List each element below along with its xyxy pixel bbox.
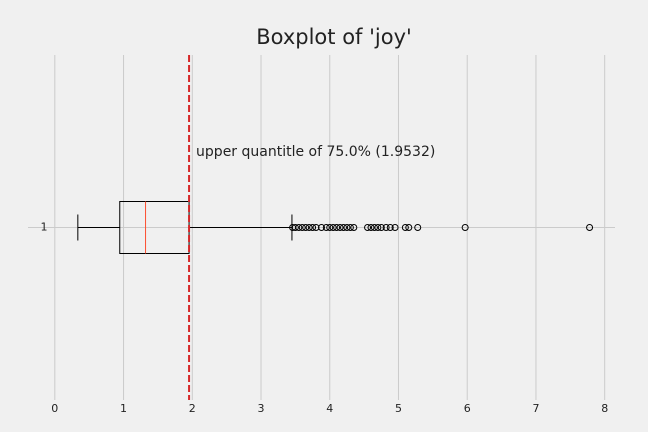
flier [391,224,399,231]
x-tick-label: 0 [51,402,58,415]
flier [377,224,385,231]
flier [291,224,299,231]
flier [350,224,358,231]
flier [326,224,334,231]
flier [305,224,313,231]
x-tick-label: 8 [601,402,608,415]
flier [343,224,351,231]
flier [414,224,422,231]
flier [309,224,317,231]
flier [401,224,409,231]
flier [336,224,344,231]
flier [318,224,325,231]
flier [382,224,390,231]
flier [329,224,337,231]
y-tick-label: 1 [41,221,48,234]
x-tick-label: 6 [464,402,471,415]
flier [586,224,594,231]
flier [295,224,303,231]
flier [370,224,378,231]
annotation: upper quantitle of 75.0% (1.9532) [196,144,435,160]
flier [298,224,306,231]
flier [322,224,330,231]
flier [302,224,310,231]
flier [367,224,375,231]
x-tick-label: 7 [532,402,539,415]
x-tick-label: 1 [120,402,127,415]
flier [312,224,320,231]
flier [405,224,413,231]
flier [364,224,372,231]
x-tick-label: 3 [258,402,265,415]
x-tick-label: 2 [189,402,196,415]
flier [346,224,354,231]
chart-title: Boxplot of 'joy' [256,25,412,49]
flier [374,224,382,231]
flier [461,224,469,231]
flier [339,224,347,231]
x-tick-label: 5 [395,402,402,415]
flier [333,224,341,231]
x-tick-label: 4 [326,402,333,415]
flier [386,224,394,231]
